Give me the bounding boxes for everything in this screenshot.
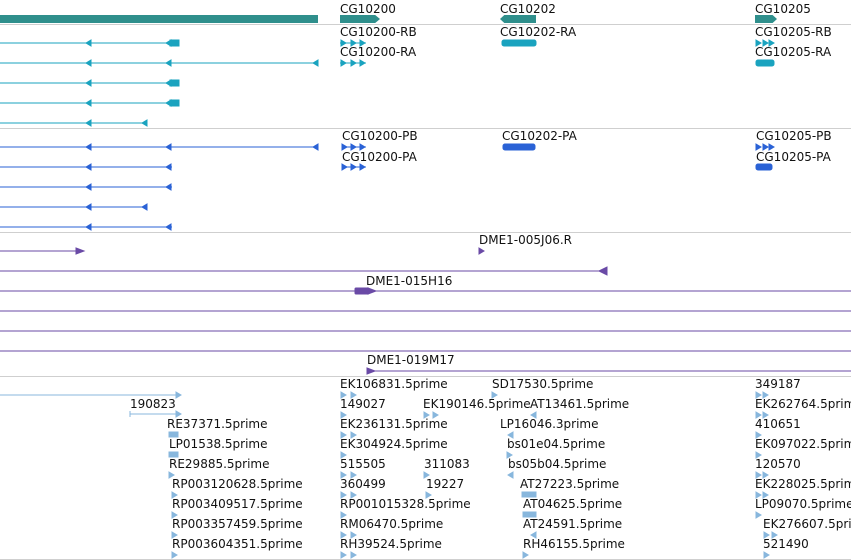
transcript-label[interactable]: CG10202-RA xyxy=(500,25,577,39)
est-label[interactable]: RP003357459.5prime xyxy=(172,517,303,531)
clone-label[interactable]: DME1-015H16 xyxy=(366,274,453,288)
est-label[interactable]: RH46155.5prime xyxy=(523,537,625,551)
gene-label[interactable]: CG10200 xyxy=(340,2,396,16)
est-label[interactable]: bs05b04.5prime xyxy=(508,457,607,471)
gene-label[interactable]: CG10205 xyxy=(755,2,811,16)
est-label[interactable]: RH39524.5prime xyxy=(340,537,442,551)
est-label[interactable]: 120570 xyxy=(755,457,801,471)
est-label[interactable]: EK190146.5prime xyxy=(423,397,531,411)
est-label[interactable]: 515505 xyxy=(340,457,386,471)
est-label[interactable]: AT04625.5prime xyxy=(523,497,623,511)
est-label[interactable]: 311083 xyxy=(424,457,470,471)
est-label[interactable]: EK304924.5prime xyxy=(340,437,448,451)
protein-label[interactable]: CG10200-PB xyxy=(342,129,418,143)
est-label[interactable]: SD17530.5prime xyxy=(492,377,594,391)
gene-track xyxy=(0,0,851,25)
est-label[interactable]: 410651 xyxy=(755,417,801,431)
est-label[interactable]: 360499 xyxy=(340,477,386,491)
est-label[interactable]: EK228025.5prime xyxy=(755,477,851,491)
est-label[interactable]: RP003409517.5prime xyxy=(172,497,303,511)
gene-bar-cg10205[interactable] xyxy=(755,15,777,23)
est-label[interactable]: RE37371.5prime xyxy=(167,417,268,431)
clone-label[interactable]: DME1-005J06.R xyxy=(479,233,573,247)
est-label[interactable]: AT27223.5prime xyxy=(520,477,620,491)
protein-label[interactable]: CG10205-PA xyxy=(756,150,831,164)
est-label[interactable]: RP003120628.5prime xyxy=(172,477,303,491)
transcript-label[interactable]: CG10200-RA xyxy=(340,45,417,59)
clone-track xyxy=(0,233,851,377)
est-label[interactable]: RM06470.5prime xyxy=(340,517,444,531)
clone-label[interactable]: DME1-019M17 xyxy=(367,353,455,367)
est-label[interactable]: LP01538.5prime xyxy=(169,437,268,451)
transcript-track xyxy=(0,25,851,129)
est-label[interactable]: 190823 xyxy=(130,397,176,411)
gene-bar-left[interactable] xyxy=(0,15,318,23)
est-label[interactable]: RE29885.5prime xyxy=(169,457,270,471)
gene-bar-cg10200[interactable] xyxy=(340,15,380,23)
est-label[interactable]: RP003604351.5prime xyxy=(172,537,303,551)
gene-bar-cg10202[interactable] xyxy=(500,15,536,23)
est-label[interactable]: AT24591.5prime xyxy=(523,517,623,531)
est-label[interactable]: 521490 xyxy=(763,537,809,551)
gene-label[interactable]: CG10202 xyxy=(500,2,556,16)
protein-label[interactable]: CG10205-PB xyxy=(756,129,832,143)
transcript-label[interactable]: CG10200-RB xyxy=(340,25,417,39)
protein-features[interactable] xyxy=(0,143,775,231)
est-label[interactable]: RP001015328.5prime xyxy=(340,497,471,511)
protein-track xyxy=(0,129,851,233)
transcript-features[interactable] xyxy=(0,39,775,127)
est-features[interactable] xyxy=(0,391,778,559)
transcript-label[interactable]: CG10205-RB xyxy=(755,25,832,39)
est-label[interactable]: 19227 xyxy=(426,477,465,491)
est-label[interactable]: EK236131.5prime xyxy=(340,417,448,431)
est-label[interactable]: AT13461.5prime xyxy=(530,397,630,411)
transcript-label[interactable]: CG10205-RA xyxy=(755,45,832,59)
est-label[interactable]: 149027 xyxy=(340,397,386,411)
protein-label[interactable]: CG10200-PA xyxy=(342,150,417,164)
est-label[interactable]: EK106831.5prime xyxy=(340,377,448,391)
est-label[interactable]: EK276607.5prime xyxy=(763,517,851,531)
est-label[interactable]: bs01e04.5prime xyxy=(507,437,606,451)
protein-label[interactable]: CG10202-PA xyxy=(502,129,577,143)
est-label[interactable]: LP16046.3prime xyxy=(500,417,599,431)
est-label[interactable]: EK262764.5prime xyxy=(755,397,851,411)
est-label[interactable]: EK097022.5prime xyxy=(755,437,851,451)
clone-features[interactable] xyxy=(0,247,851,375)
est-label[interactable]: LP09070.5prime xyxy=(755,497,851,511)
est-label[interactable]: 349187 xyxy=(755,377,801,391)
